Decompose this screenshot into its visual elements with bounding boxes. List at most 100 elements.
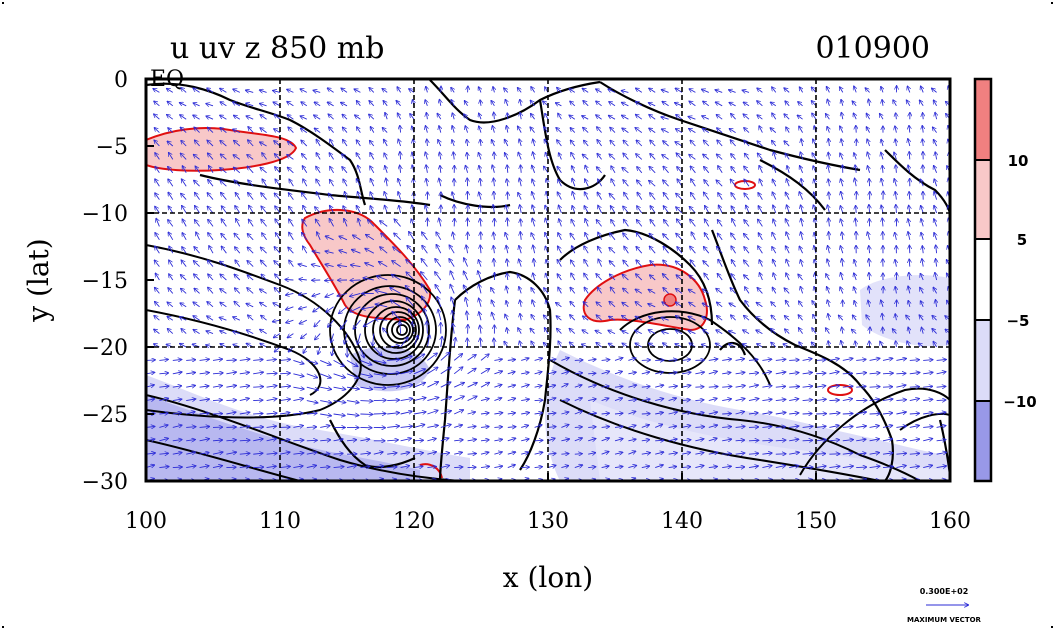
- wind-vector: [427, 140, 428, 147]
- wind-vector: [519, 246, 521, 254]
- wind-vector: [841, 139, 843, 147]
- wind-vector: [480, 205, 481, 214]
- wind-vector: [920, 100, 924, 107]
- wind-vector: [505, 153, 508, 160]
- wind-vector: [168, 233, 174, 241]
- wind-vector: [772, 113, 777, 120]
- wind-vector: [316, 167, 321, 174]
- wind-vector: [532, 166, 535, 173]
- wind-vector: [530, 127, 535, 133]
- wind-vector: [370, 153, 375, 160]
- wind-vector: [357, 179, 361, 187]
- wind-vector: [717, 154, 723, 160]
- wind-vector: [815, 454, 825, 455]
- y-tick-label: −5: [96, 135, 128, 160]
- wind-vector: [572, 179, 575, 187]
- wind-vector: [493, 87, 494, 93]
- wind-vector: [398, 192, 401, 200]
- wind-vector: [339, 250, 348, 253]
- wind-vector: [867, 114, 870, 120]
- wind-vector: [934, 179, 936, 187]
- wind-vector: [440, 153, 441, 160]
- wind-vector: [650, 154, 656, 160]
- wind-vector: [507, 126, 508, 133]
- wind-vector: [464, 114, 468, 120]
- wind-vector: [505, 100, 507, 106]
- wind-vector: [583, 101, 589, 107]
- wind-vector: [909, 152, 910, 160]
- wind-vector: [894, 179, 896, 187]
- wind-vector: [207, 193, 214, 200]
- wind-vector: [262, 233, 267, 241]
- wind-vector: [558, 233, 562, 241]
- wind-vector: [934, 192, 937, 200]
- wind-vector: [650, 206, 656, 214]
- wind-vector: [588, 427, 596, 428]
- wind-vector: [236, 193, 241, 200]
- wind-vector: [650, 140, 656, 147]
- wind-vector: [154, 101, 160, 107]
- wind-vector: [636, 102, 643, 107]
- wind-vector: [466, 245, 468, 254]
- wind-vector: [520, 232, 521, 240]
- wind-vector: [641, 360, 650, 361]
- wind-vector: [637, 193, 643, 200]
- wind-vector: [746, 206, 750, 214]
- wind-vector: [439, 126, 441, 133]
- wind-vector: [690, 166, 696, 174]
- wind-vector: [344, 219, 348, 227]
- wind-vector: [369, 114, 375, 120]
- wind-vector: [449, 245, 455, 254]
- wind-vector: [624, 247, 629, 254]
- wind-vector: [248, 180, 254, 187]
- wind-vector: [235, 206, 241, 214]
- wind-vector: [815, 360, 825, 361]
- wind-vector: [155, 167, 160, 174]
- wind-vector: [303, 206, 308, 214]
- wind-vector: [744, 220, 750, 227]
- wind-vector: [521, 467, 529, 468]
- wind-vector: [384, 153, 387, 160]
- wind-vector: [729, 90, 736, 93]
- wind-vector: [273, 102, 281, 107]
- wind-vector: [181, 141, 187, 147]
- wind-vector: [921, 206, 924, 214]
- wind-vector: [855, 165, 856, 173]
- wind-vector: [799, 247, 804, 254]
- colorbar: 10 5 −5 −10: [973, 77, 1037, 483]
- wind-vector: [342, 167, 348, 174]
- wind-vector: [520, 219, 521, 227]
- wind-vector: [260, 104, 267, 106]
- wind-vector: [467, 153, 468, 160]
- wind-vector: [571, 220, 576, 227]
- wind-vector: [301, 140, 308, 147]
- wind-vector: [492, 165, 494, 173]
- wind-vector: [908, 87, 910, 93]
- wind-vector: [546, 192, 548, 200]
- wind-vector: [677, 219, 683, 227]
- wind-vector: [869, 205, 870, 214]
- wind-vector: [168, 167, 174, 174]
- wind-vector: [287, 155, 294, 160]
- wind-vector: [704, 193, 710, 200]
- y-tick-label: −30: [82, 470, 128, 495]
- wind-vector: [396, 101, 401, 107]
- wind-vector: [425, 205, 427, 214]
- wind-vector: [663, 167, 669, 174]
- wind-vector: [194, 103, 200, 106]
- wind-vector: [655, 440, 663, 441]
- wind-vector: [452, 126, 454, 133]
- wind-vector: [908, 139, 910, 147]
- wind-vector: [867, 139, 869, 147]
- wind-vector: [393, 247, 401, 254]
- wind-vector: [923, 165, 924, 173]
- wind-vector: [650, 193, 656, 200]
- wind-vector: [505, 140, 508, 147]
- wind-vector: [854, 86, 856, 93]
- wind-vector: [935, 152, 936, 160]
- wind-vector: [880, 114, 883, 120]
- wind-vector: [465, 126, 467, 133]
- wind-vector: [759, 166, 763, 173]
- wind-vector: [168, 179, 174, 187]
- wind-vector: [153, 89, 160, 93]
